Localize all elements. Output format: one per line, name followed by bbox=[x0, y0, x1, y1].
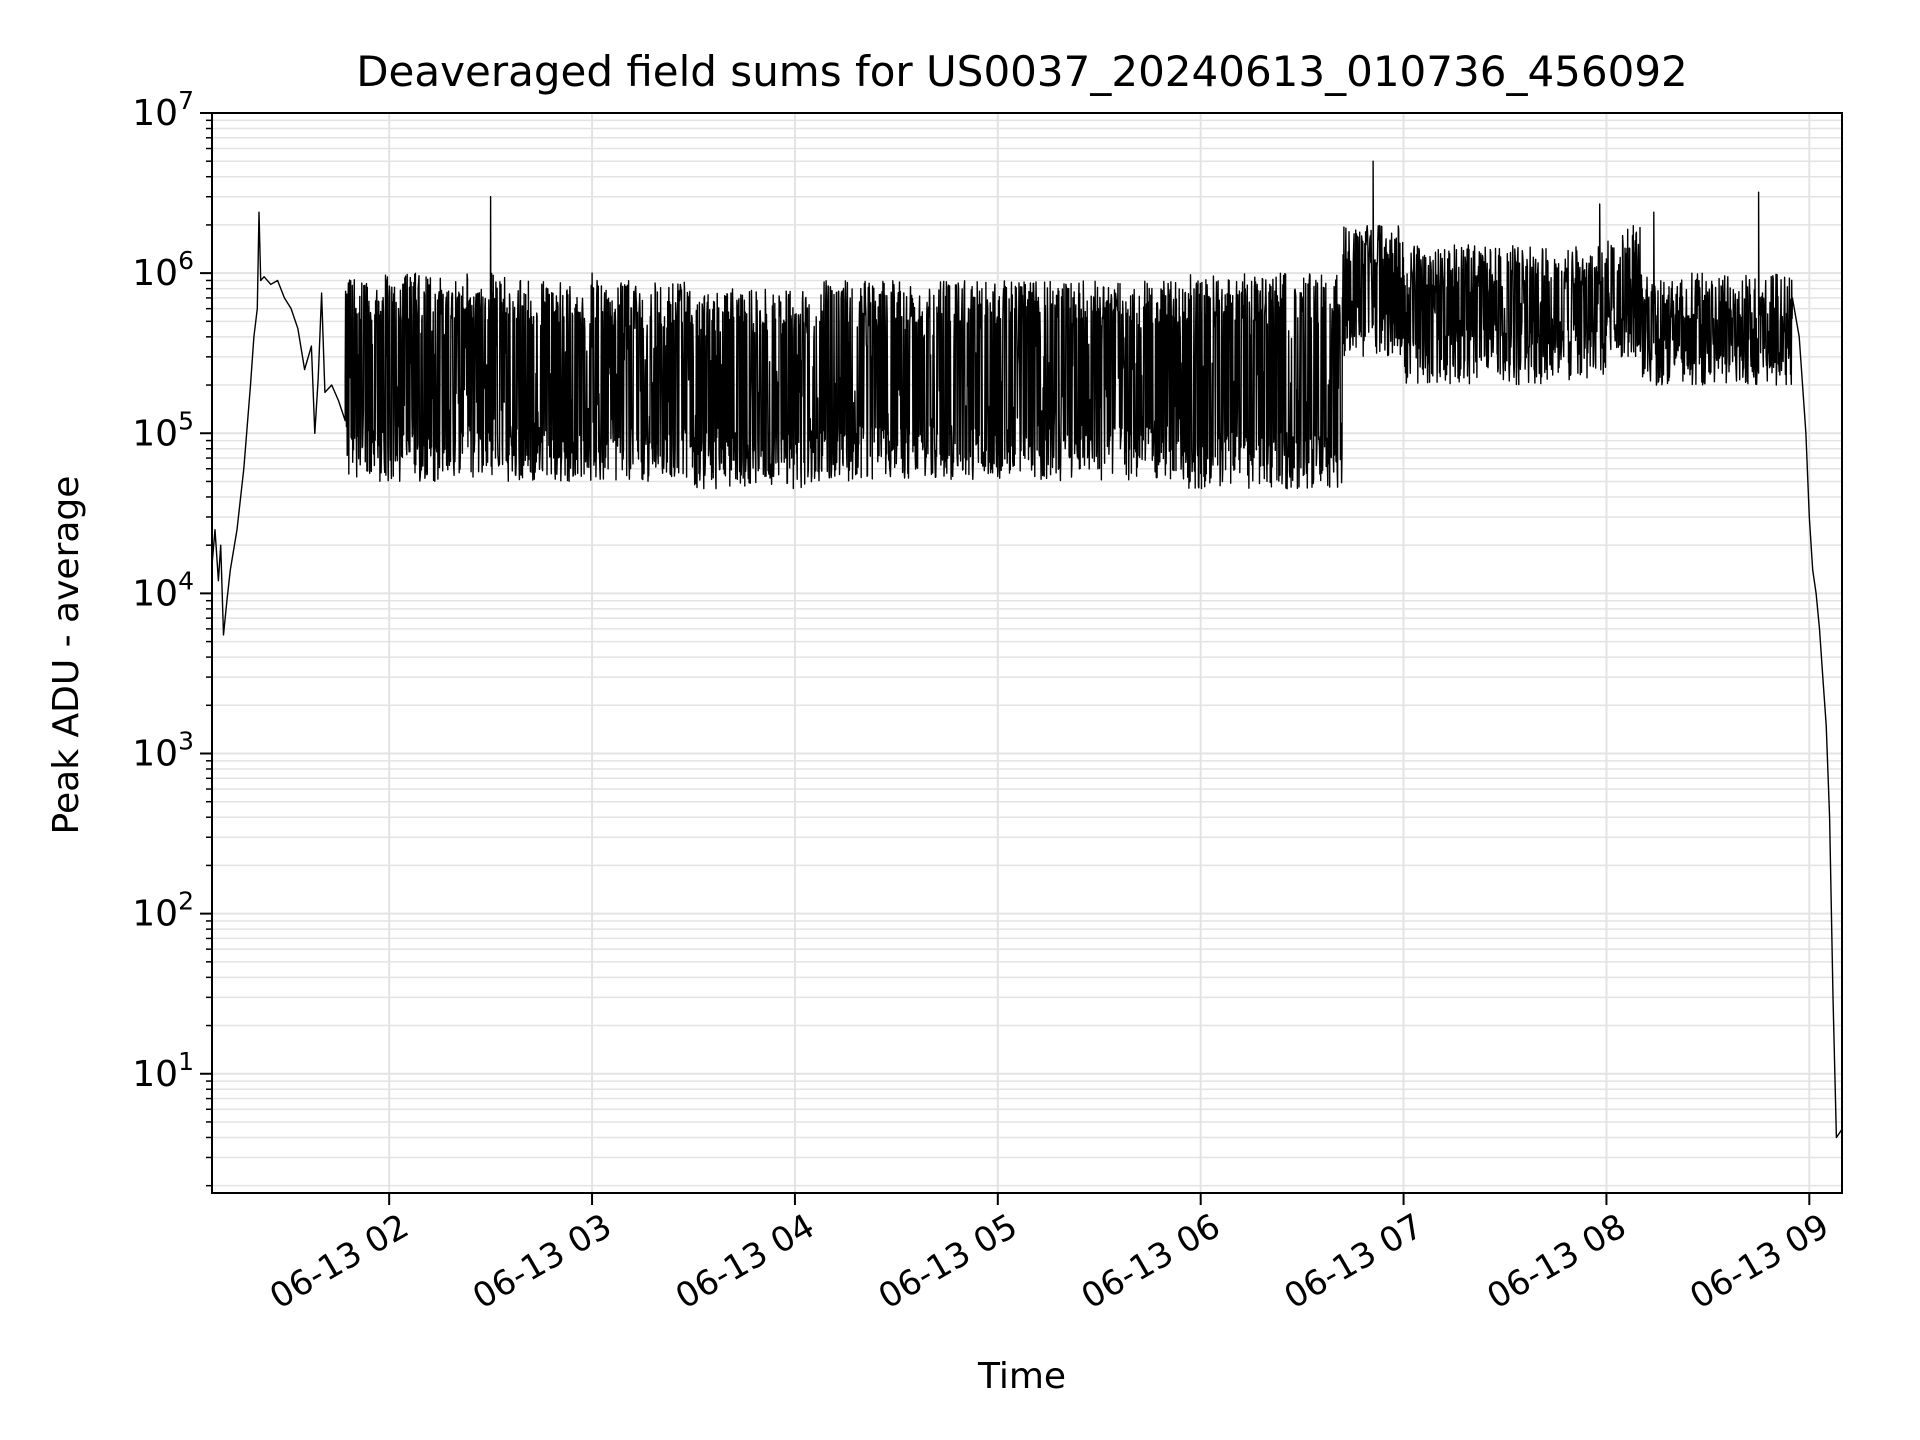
y-tick-exponent: 7 bbox=[178, 86, 194, 115]
y-tick-exponent: 6 bbox=[178, 246, 194, 275]
y-tick-exponent: 5 bbox=[178, 406, 194, 435]
y-tick-exponent: 4 bbox=[178, 566, 194, 595]
plot-line-group bbox=[211, 160, 1843, 1139]
y-tick-label: 101 bbox=[132, 1047, 194, 1095]
y-tick-exponent: 3 bbox=[178, 727, 194, 756]
y-tick-exponent: 2 bbox=[178, 887, 194, 916]
chart-title: Deaveraged field sums for US0037_2024061… bbox=[356, 47, 1688, 96]
axes-frame bbox=[211, 112, 1843, 1194]
y-tick-base: 10 bbox=[132, 734, 178, 775]
y-tick-label: 103 bbox=[132, 727, 194, 775]
y-tick-base: 10 bbox=[132, 894, 178, 935]
y-tick-base: 10 bbox=[132, 1054, 178, 1095]
y-tick-label: 102 bbox=[132, 887, 194, 935]
y-tick-label: 107 bbox=[132, 86, 194, 134]
x-axis-label: Time bbox=[977, 1356, 1066, 1397]
y-tick-base: 10 bbox=[132, 93, 178, 134]
series-line bbox=[211, 160, 1843, 1139]
y-tick-base: 10 bbox=[132, 413, 178, 454]
y-axis-label: Peak ADU - average bbox=[46, 476, 87, 835]
y-tick-label: 104 bbox=[132, 566, 194, 614]
y-tick-exponent: 1 bbox=[178, 1047, 194, 1076]
y-tick-label: 105 bbox=[132, 406, 194, 454]
y-tick-label: 106 bbox=[132, 246, 194, 294]
y-tick-base: 10 bbox=[132, 253, 178, 294]
y-tick-base: 10 bbox=[132, 573, 178, 614]
